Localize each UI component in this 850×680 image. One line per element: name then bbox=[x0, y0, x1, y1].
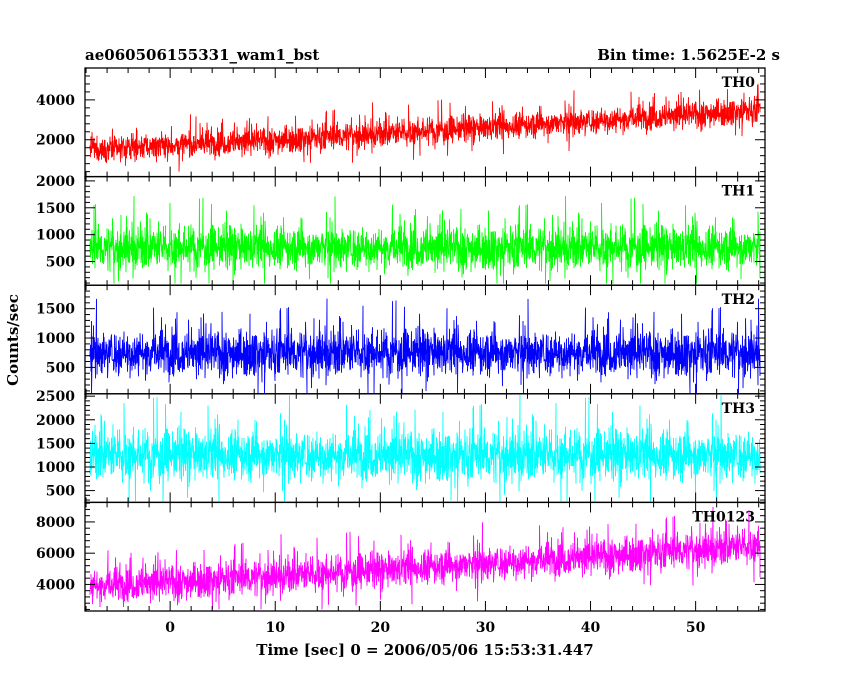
header-title: ae060506155331_wam1_bst bbox=[85, 46, 319, 64]
y-tick-label: 2000 bbox=[36, 413, 75, 429]
x-tick-label: 30 bbox=[476, 620, 496, 636]
panel-label: TH1 bbox=[722, 184, 755, 200]
panel-label: TH0 bbox=[722, 75, 756, 91]
panel-th3: 500 1000 1500 2000 2500 TH3 bbox=[36, 389, 766, 504]
panel-th0123: 4000 6000 8000 TH0123 bbox=[36, 501, 766, 612]
header-bin-time: Bin time: 1.5625E-2 s bbox=[597, 46, 780, 64]
panel-label: TH3 bbox=[722, 401, 755, 417]
y-axis-label: Counts/sec bbox=[4, 294, 22, 386]
y-tick-label: 500 bbox=[46, 255, 75, 271]
x-tick-label: 0 bbox=[165, 620, 175, 636]
x-axis-label: Time [sec] 0 = 2006/05/06 15:53:31.447 bbox=[256, 641, 593, 659]
panel-th0: 2000 4000 TH0 bbox=[36, 67, 766, 178]
panels-group: 20004000TH0500100015002000TH150010001500… bbox=[36, 67, 766, 636]
x-tick-label: 10 bbox=[265, 620, 285, 636]
x-tick-label: 20 bbox=[371, 620, 391, 636]
panel-th2: 500 1000 1500 TH2 bbox=[36, 284, 766, 395]
y-tick-label: 6000 bbox=[36, 546, 75, 562]
series-th0 bbox=[89, 83, 761, 172]
panel-frame bbox=[84, 501, 766, 612]
panel-frame bbox=[84, 67, 766, 178]
series-th2 bbox=[89, 298, 761, 394]
panel-label: TH2 bbox=[722, 292, 755, 308]
panel-label: TH0123 bbox=[692, 509, 755, 525]
y-tick-label: 2000 bbox=[36, 133, 75, 149]
series-th1 bbox=[89, 196, 761, 284]
y-tick-label: 500 bbox=[46, 360, 75, 376]
y-tick-label: 4000 bbox=[36, 93, 75, 109]
series-th3 bbox=[89, 394, 761, 502]
panel-frame bbox=[84, 175, 766, 286]
y-tick-label: 8000 bbox=[36, 515, 75, 531]
x-tick-label: 40 bbox=[581, 620, 601, 636]
y-tick-label: 2500 bbox=[36, 389, 75, 405]
y-tick-label: 1500 bbox=[36, 302, 75, 318]
y-tick-label: 2000 bbox=[36, 174, 75, 190]
y-tick-label: 1000 bbox=[36, 228, 75, 244]
series-th0123 bbox=[89, 506, 761, 610]
x-tick-label: 50 bbox=[686, 620, 706, 636]
y-tick-label: 4000 bbox=[36, 577, 75, 593]
panel-th1: 500 1000 1500 2000 TH1 bbox=[36, 174, 766, 286]
y-tick-label: 1500 bbox=[36, 436, 75, 452]
y-tick-label: 1000 bbox=[36, 331, 75, 347]
y-tick-label: 500 bbox=[46, 484, 75, 500]
y-tick-label: 1500 bbox=[36, 201, 75, 217]
y-tick-label: 1000 bbox=[36, 460, 75, 476]
